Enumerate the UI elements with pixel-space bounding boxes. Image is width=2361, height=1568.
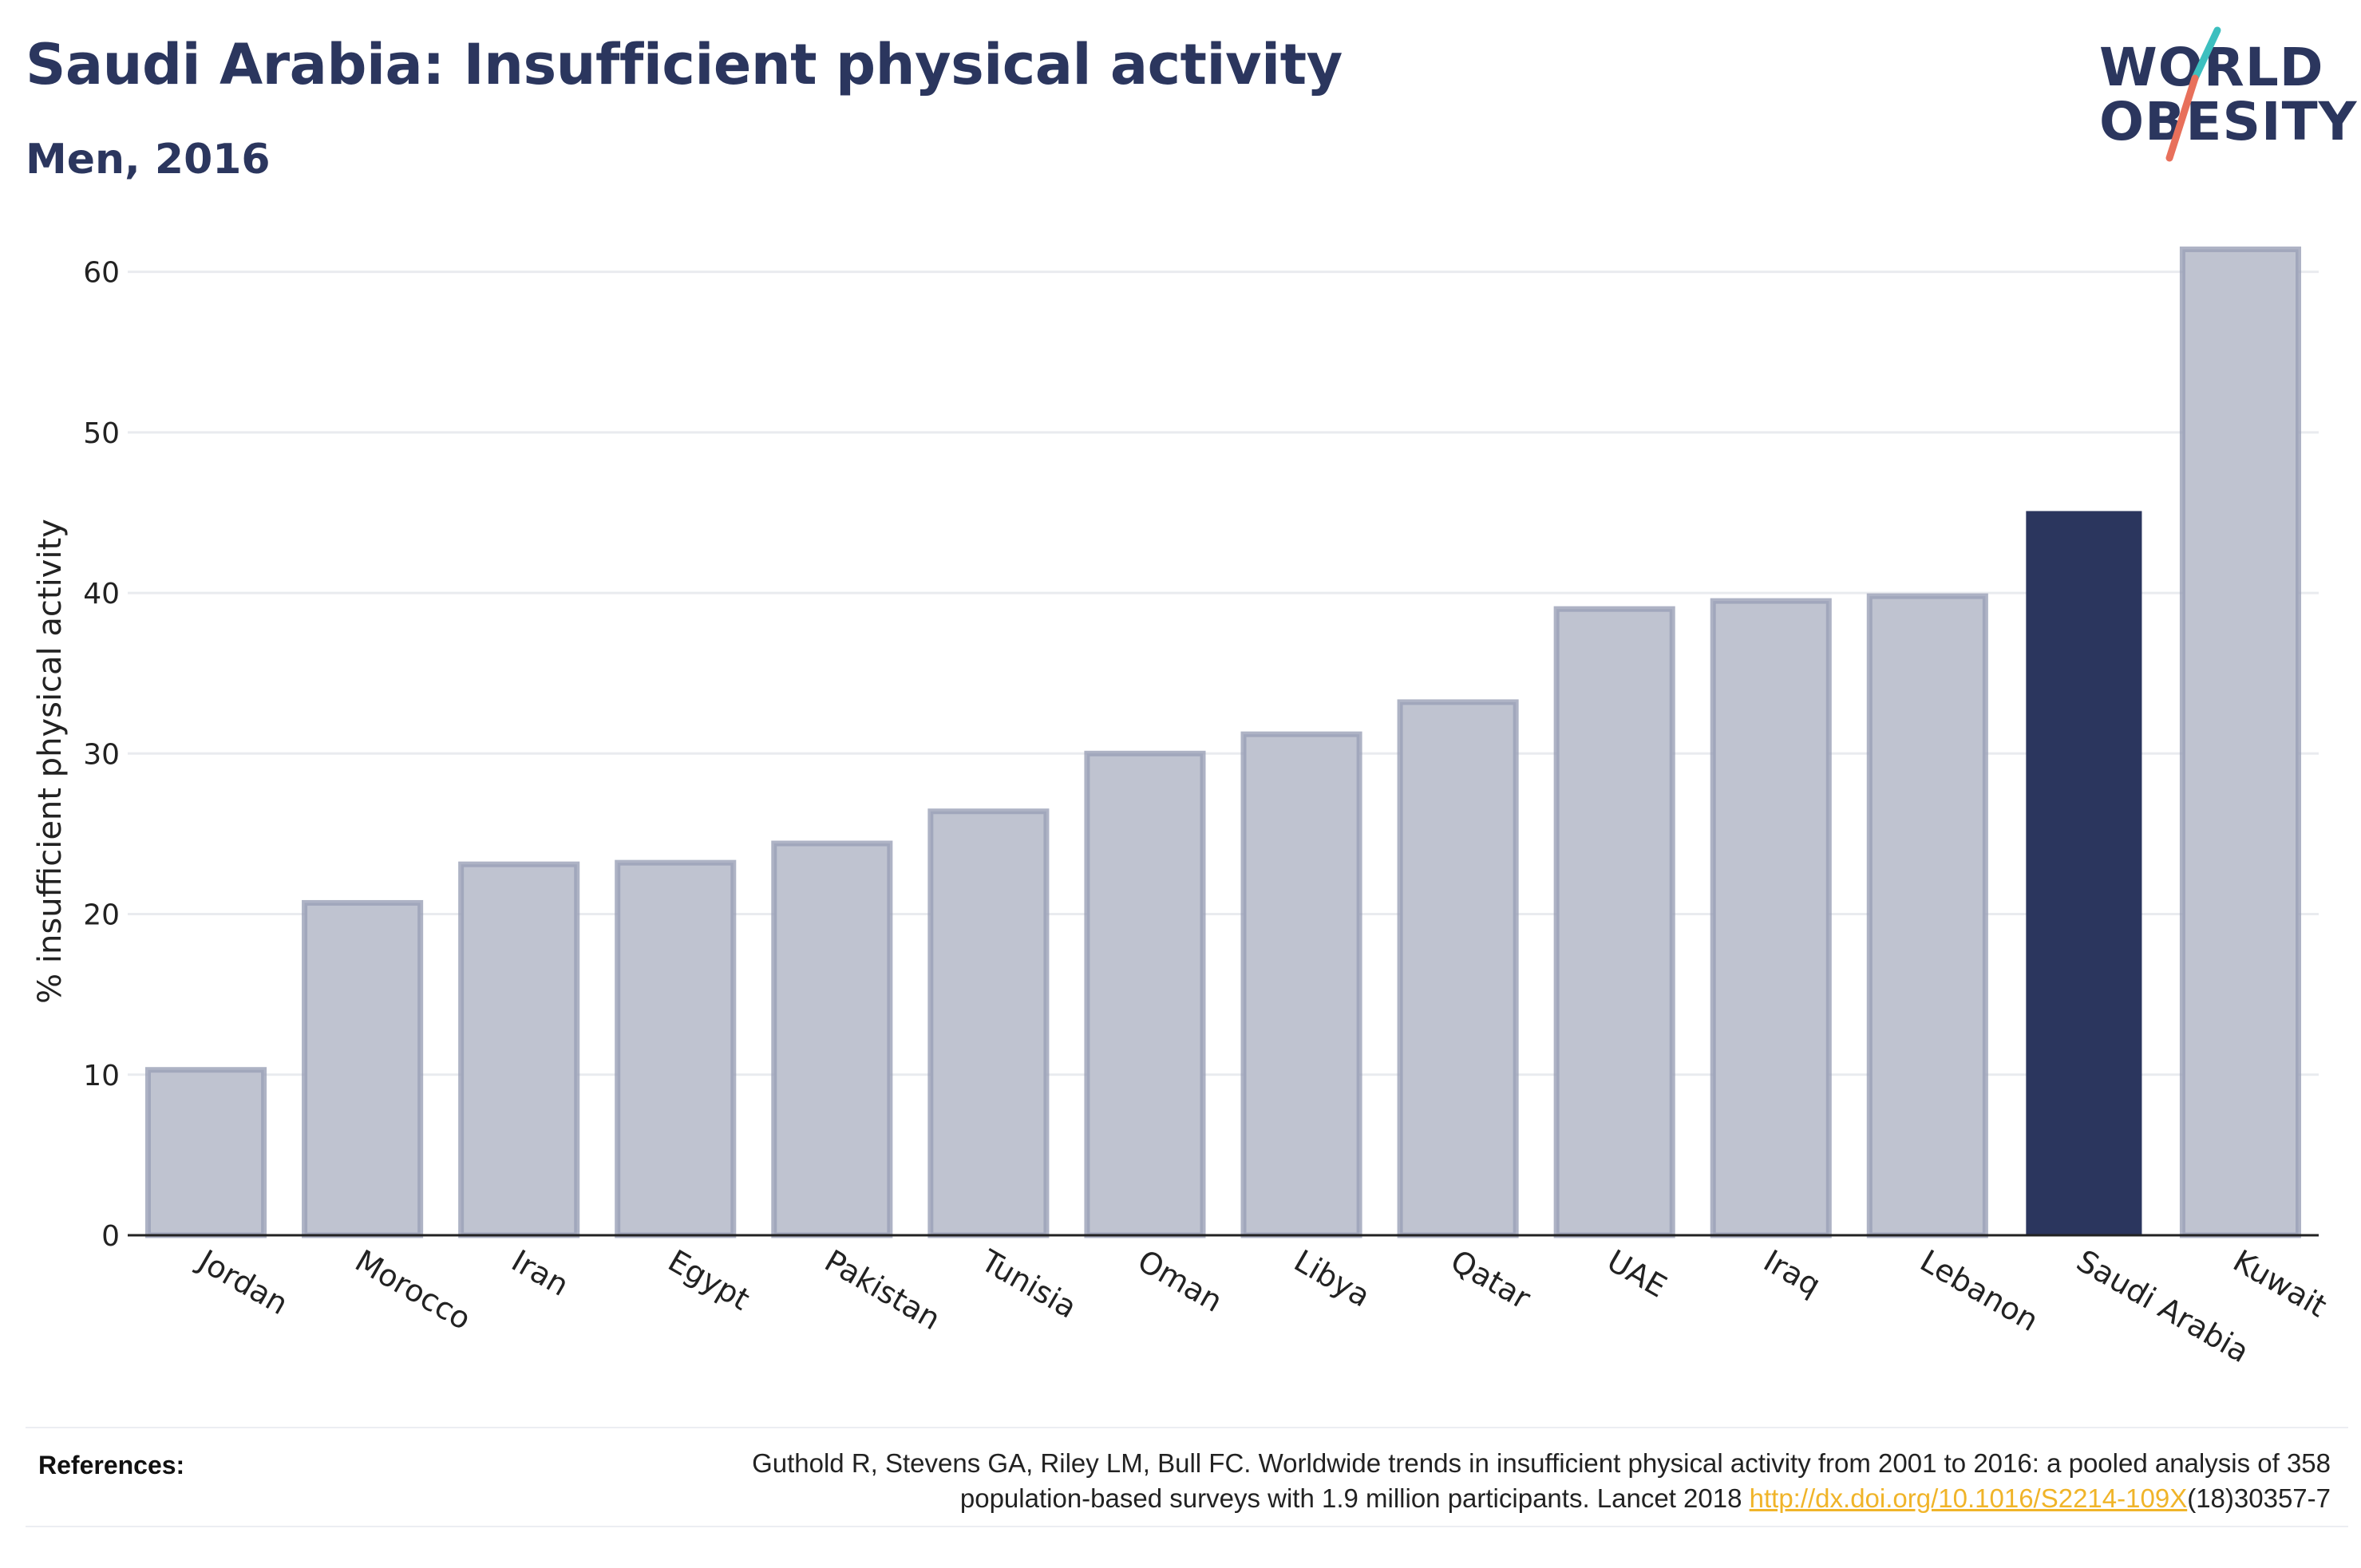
x-tick-label: Iran: [506, 1243, 575, 1303]
y-axis-label: % insufficient physical activity: [32, 519, 69, 1004]
bar-lebanon: [1866, 593, 1988, 1238]
chart-title: Saudi Arabia: Insufficient physical acti…: [26, 32, 1343, 97]
references-label: References:: [38, 1451, 185, 1479]
logo-line-2: OBESITY: [2099, 91, 2358, 152]
world-obesity-logo[interactable]: WORLD OBESITY: [2075, 22, 2356, 166]
bar-iraq: [1710, 598, 1832, 1238]
x-tick-label: Qatar: [1445, 1243, 1536, 1317]
bar-qatar: [1397, 699, 1519, 1238]
x-tick-label: Tunisia: [975, 1242, 1082, 1325]
bar-libya: [1240, 731, 1362, 1238]
y-tick-label: 20: [83, 899, 120, 932]
bar-jordan: [144, 1067, 267, 1238]
references-line-1: Guthold R, Stevens GA, Riley LM, Bull FC…: [752, 1448, 2331, 1478]
references-line-2-start: population-based surveys with 1.9 millio…: [959, 1483, 1750, 1513]
bar-saudi-arabia: [2026, 511, 2142, 1235]
y-tick-label: 30: [83, 738, 120, 771]
references-line-2-end: (18)30357-7: [2187, 1483, 2331, 1513]
y-tick-label: 40: [83, 578, 120, 610]
footer-divider-bottom: [26, 1526, 2348, 1527]
logo-slash-icon: [2165, 26, 2221, 162]
bar-oman: [1084, 750, 1206, 1238]
y-tick-label: 10: [83, 1060, 120, 1092]
chart-subtitle: Men, 2016: [26, 136, 271, 184]
x-tick-label: Lebanon: [1914, 1243, 2044, 1338]
bar-egypt: [615, 859, 737, 1238]
y-tick-label: 50: [83, 417, 120, 450]
bar-morocco: [302, 899, 424, 1238]
bar-chart: 0 10 20 30 40 50 60 % insufficient physical act…: [32, 246, 2332, 1370]
references-line-2: population-based surveys with 1.9 millio…: [495, 1481, 2331, 1516]
bar-pakistan: [771, 840, 893, 1238]
x-tick-label: Kuwait: [2227, 1243, 2332, 1325]
x-tick-label: Iraq: [1758, 1243, 1826, 1303]
x-tick-label: Pakistan: [819, 1243, 947, 1337]
x-tick-label: Saudi Arabia: [2070, 1243, 2255, 1370]
y-tick-label: 60: [83, 257, 120, 290]
x-tick-label: Morocco: [350, 1243, 477, 1337]
x-tick-label: Egypt: [662, 1243, 756, 1317]
x-tick-label: Jordan: [192, 1242, 294, 1322]
x-tick-label: Libya: [1288, 1243, 1376, 1314]
doi-link[interactable]: http://dx.doi.org/10.1016/S2214-109X: [1749, 1483, 2188, 1513]
footer-divider-top: [26, 1427, 2348, 1428]
y-tick-label: 0: [101, 1220, 120, 1253]
references-text: Guthold R, Stevens GA, Riley LM, Bull FC…: [495, 1446, 2331, 1516]
bar-iran: [458, 861, 580, 1238]
bar-tunisia: [927, 808, 1050, 1238]
bar-kuwait: [2179, 246, 2302, 1238]
bar-uae: [1553, 606, 1675, 1238]
x-tick-label: Oman: [1132, 1243, 1228, 1319]
x-tick-label: UAE: [1601, 1243, 1672, 1305]
